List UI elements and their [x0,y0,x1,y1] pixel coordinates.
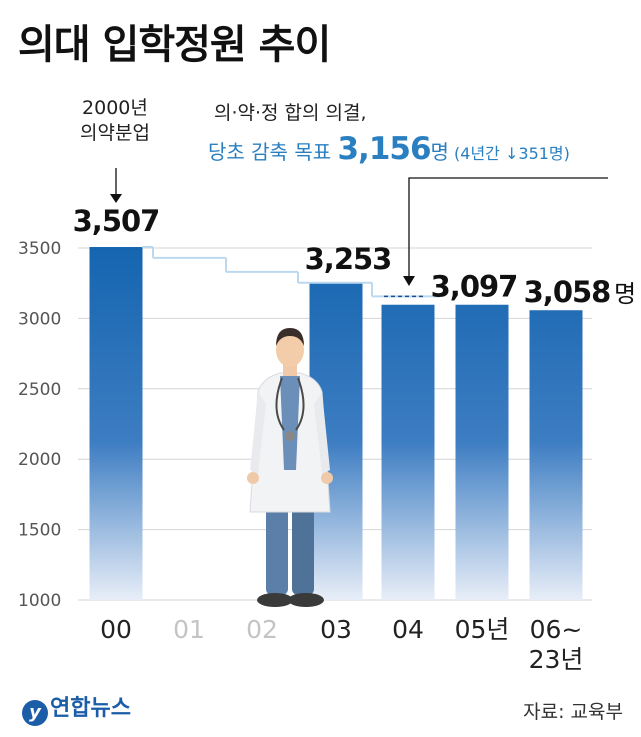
x-tick-label: 06~ [530,615,583,644]
bar [455,304,509,600]
x-tick-label: 03 [320,615,352,644]
page-title: 의대 입학정원 추이 [18,22,331,68]
y-tick-label: 2000 [18,450,61,470]
x-tick-label: 01 [173,615,205,644]
bar [529,310,583,600]
y-tick-label: 3500 [18,239,61,259]
x-tick-label: 04 [392,615,424,644]
bar [381,304,435,600]
target-unit: 명 [430,140,449,164]
logo: y 연합뉴스 [22,690,131,726]
annotation-2000: 2000년 의약분업 [80,96,150,146]
annotation-arrowhead-2000 [110,194,122,203]
y-tick-label: 1000 [18,591,61,611]
y-tick-label: 1500 [18,521,61,541]
data-label: 3,058 [524,275,611,309]
annotation-2000-event: 의약분업 [80,122,150,144]
target-value: 3,156 [337,131,431,167]
x-tick-label: 05년 [455,615,510,644]
logo-mark: y [22,700,48,726]
x-tick-label: 23년 [529,645,584,674]
bar [89,247,143,600]
data-label: 3,253 [305,242,392,276]
annotation-agreement: 의·약·정 합의 의결, [214,102,367,124]
data-label: 3,507 [73,204,160,238]
chart: 1000 1500 2000 2500 3000 3500 3,507 3,253 3,097 3… [18,168,636,674]
x-tick-label: 02 [246,615,278,644]
y-tick-label: 2500 [18,380,61,400]
annotation-arrow-target [408,177,608,278]
source-label: 자료: 교육부 [523,701,623,723]
doctor-illustration [247,328,333,607]
annotation-2000-year: 2000년 [82,97,148,119]
y-tick-label: 3000 [18,309,61,329]
annotation-target: 당초 감축 목표 3,156명 (4년간 ↓351명) [208,131,570,167]
logo-text: 연합뉴스 [50,696,131,721]
x-tick-label: 00 [100,615,132,644]
data-label: 3,097 [431,270,518,304]
target-lead: 당초 감축 목표 [208,140,338,164]
data-label-unit: 명 [614,280,636,308]
annotation-arrowhead-target [403,276,415,286]
target-note: (4년간 ↓351명) [448,144,570,163]
